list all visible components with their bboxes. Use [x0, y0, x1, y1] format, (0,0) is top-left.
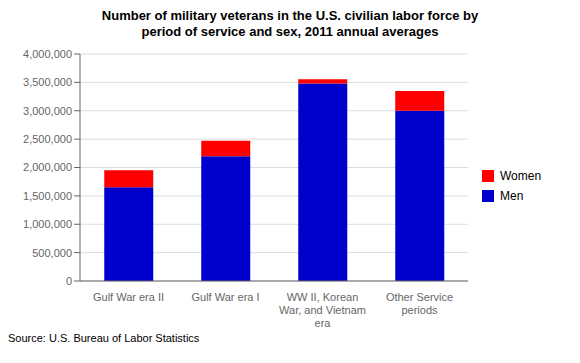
svg-text:0: 0 [66, 275, 72, 287]
html-text:Men: Men [500, 188, 524, 203]
svg-text:Gulf War era II: Gulf War era II [93, 291, 164, 303]
html-text:Women: Women [500, 168, 542, 183]
html-text:period of service and sex, 201: period of service and sex, 2011 annual a… [141, 24, 439, 39]
svg-text:Other Serviceperiods: Other Serviceperiods [386, 291, 453, 316]
svg-text:WW II, KoreanWar, and Vietname: WW II, KoreanWar, and Vietnamera [279, 291, 366, 329]
svg-text:2,000,000: 2,000,000 [23, 161, 72, 173]
html-text:Source: U.S. Bureau of Labor S: Source: U.S. Bureau of Labor Statistics [8, 332, 200, 344]
svg-text:500,000: 500,000 [32, 247, 72, 259]
svg-text:3,500,000: 3,500,000 [23, 76, 72, 88]
svg-text:3,000,000: 3,000,000 [23, 105, 72, 117]
svg-text:1,500,000: 1,500,000 [23, 190, 72, 202]
svg-text:1,000,000: 1,000,000 [23, 218, 72, 230]
svg-text:2,500,000: 2,500,000 [23, 133, 72, 145]
html-text:Number of military veterans in: Number of military veterans in the U.S. … [101, 8, 479, 23]
svg-text:4,000,000: 4,000,000 [23, 48, 72, 60]
svg-text:Gulf War era I: Gulf War era I [191, 291, 259, 303]
